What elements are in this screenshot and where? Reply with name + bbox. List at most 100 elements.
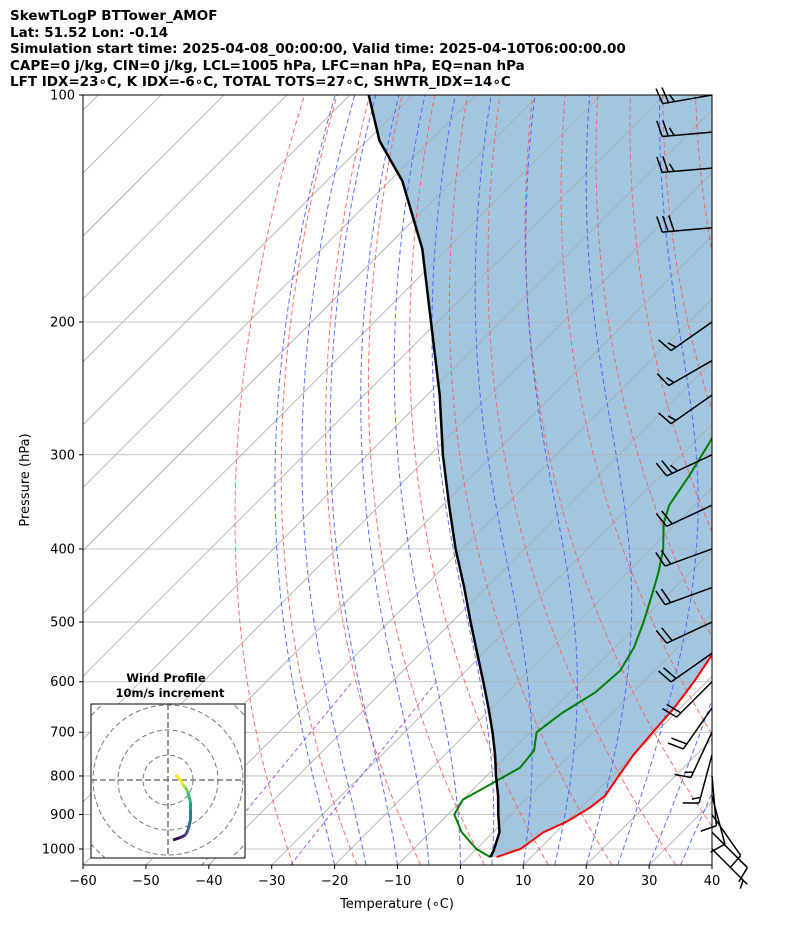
background-lines: [83, 95, 794, 865]
dry-adiabat: [325, 95, 422, 865]
dry-adiabat: [448, 95, 613, 865]
isotherm: [83, 95, 539, 552]
y-tick-label: 300: [50, 448, 75, 463]
wind-barb: [655, 586, 713, 606]
wind-barb: [658, 394, 713, 425]
y-tick-label: 800: [50, 769, 75, 784]
x-tick-label: −20: [321, 874, 348, 889]
x-tick-label: −50: [132, 874, 159, 889]
y-tick-label: 600: [50, 675, 75, 690]
hodograph-title: Wind Profile: [126, 671, 206, 685]
y-tick-label: 100: [50, 89, 75, 104]
moist-adiabat: [711, 863, 712, 865]
header-title: SkewTLogP BTTower_AMOF: [10, 8, 218, 24]
y-tick-label: 1000: [42, 843, 75, 858]
hodograph-segment: [184, 829, 190, 836]
dry-adiabat: [487, 95, 677, 865]
moist-adiabat: [617, 95, 699, 865]
moist-adiabat: [525, 95, 578, 865]
dry-adiabat: [761, 95, 794, 865]
moist-adiabat: [680, 791, 712, 865]
dry-adiabat: [595, 95, 712, 639]
y-tick-label: 700: [50, 726, 75, 741]
temperature-trace: [496, 652, 712, 859]
wind-barb: [667, 707, 713, 750]
wind-barb: [655, 87, 713, 105]
wind-barb: [700, 775, 718, 832]
wind-barb: [655, 454, 713, 477]
x-tick-label: 40: [704, 874, 721, 889]
parcel-trace: [367, 95, 501, 858]
profile-traces: [367, 95, 712, 859]
wind-barb: [711, 831, 748, 883]
wind-barb: [655, 548, 713, 567]
y-axis-label: Pressure (hPa): [18, 433, 33, 526]
moist-adiabat: [301, 95, 367, 865]
x-axis-label: Temperature (∘C): [339, 897, 454, 912]
hodograph-segment: [184, 786, 190, 794]
x-tick-label: 30: [641, 874, 658, 889]
y-tick-label: 400: [50, 542, 75, 557]
hodograph-segment: [172, 836, 181, 842]
dry-adiabat: [280, 95, 358, 865]
isotherm: [397, 549, 712, 865]
isotherm: [83, 95, 351, 363]
isotherm: [523, 675, 712, 865]
isotherm: [145, 298, 712, 865]
axes: Temperature (∘C) Pressure (hPa) −60 −50 −4…: [18, 89, 720, 913]
header-times: Simulation start time: 2025-04-08_00:00:…: [10, 41, 626, 57]
x-tick-label: −60: [69, 874, 96, 889]
wind-barb: [658, 321, 713, 352]
wind-barb: [656, 156, 713, 174]
isotherm: [334, 487, 712, 865]
hodograph-segment: [179, 779, 185, 786]
hodograph-segment: [179, 833, 187, 839]
dry-adiabat: [662, 95, 712, 413]
moist-adiabat: [744, 95, 794, 865]
wind-barb: [656, 215, 713, 233]
y-tick-label: 200: [50, 315, 75, 330]
moist-adiabat: [431, 95, 495, 865]
moist-adiabat: [775, 95, 794, 865]
header-indices-2: LFT IDX=23∘C, K IDX=-6∘C, TOTAL TOTS=27∘…: [10, 74, 511, 90]
wind-barb: [655, 504, 713, 528]
isotherm: [83, 95, 225, 237]
moist-adiabat: [648, 698, 712, 865]
isotherm: [271, 424, 712, 865]
isotherm: [83, 109, 712, 740]
dry-adiabat: [409, 95, 549, 865]
moist-adiabat: [360, 95, 430, 865]
isotherm: [83, 95, 413, 426]
x-tick-label: −10: [384, 874, 411, 889]
isotherm: [83, 95, 602, 614]
hodograph-segment: [174, 773, 182, 782]
header-location: Lat: 51.52 Lon: -0.14: [10, 24, 169, 41]
hodograph-segment: [186, 819, 192, 831]
y-tick-label: 500: [50, 616, 75, 631]
wind-barb: [674, 731, 713, 779]
y-tick-label: 900: [50, 808, 75, 823]
hodograph-inset: Wind Profile 10m/s increment: [90, 671, 246, 859]
wind-barb: [711, 814, 742, 869]
isotherm: [460, 612, 712, 865]
wind-barb: [656, 359, 713, 387]
cape-area: [368, 95, 712, 858]
hodograph-subtitle: 10m/s increment: [116, 686, 225, 700]
x-tick-label: −40: [195, 874, 222, 889]
x-tick-label: 20: [578, 874, 595, 889]
wind-barb: [662, 681, 713, 718]
x-tick-label: 10: [515, 874, 532, 889]
hodograph-segment: [186, 792, 192, 803]
dry-adiabat: [524, 95, 712, 828]
mixing-ratio-line: [290, 681, 437, 865]
hodograph-segment: [181, 783, 187, 789]
moist-adiabat: [274, 95, 336, 865]
x-tick-label: −30: [258, 874, 285, 889]
chart-header: SkewTLogP BTTower_AMOF Lat: 51.52 Lon: -…: [10, 8, 626, 91]
dry-adiabat: [234, 95, 305, 865]
wind-barb: [682, 754, 713, 804]
isotherm: [83, 95, 665, 677]
wind-barb: [658, 652, 713, 683]
wind-barbs: [655, 87, 748, 889]
